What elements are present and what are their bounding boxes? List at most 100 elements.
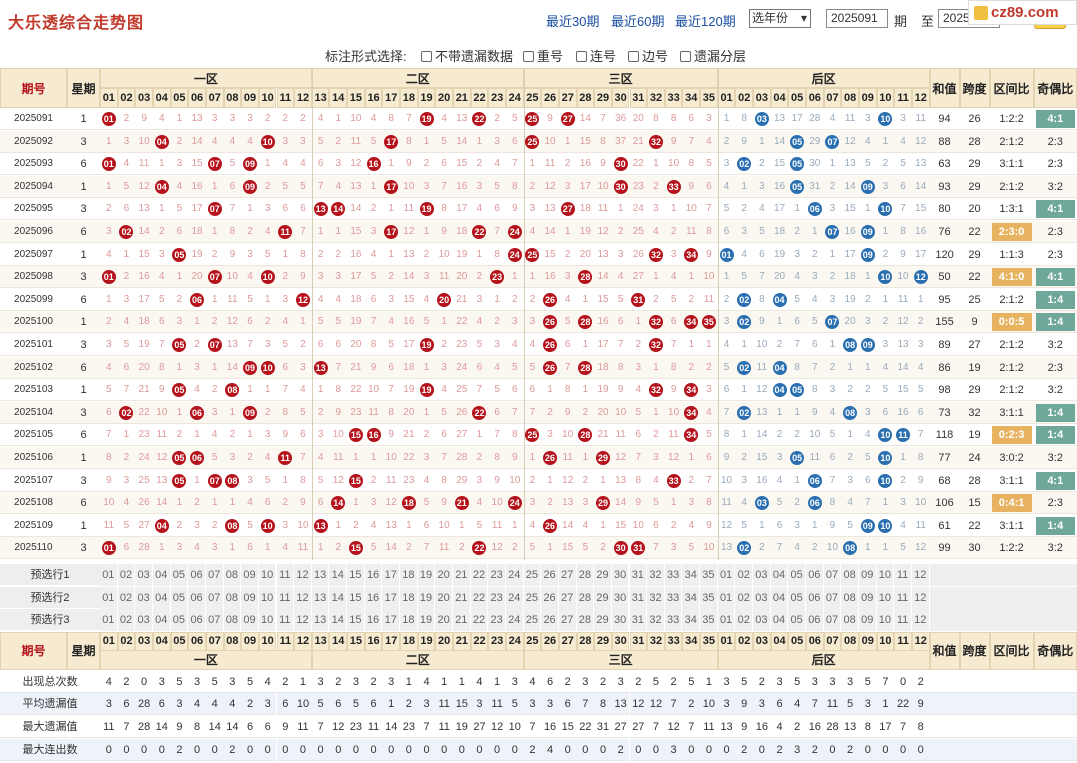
select-number[interactable]: 08: [223, 564, 242, 586]
option-layer[interactable]: 遗漏分层: [680, 46, 746, 65]
select-number[interactable]: 30: [611, 564, 630, 586]
select-number[interactable]: 04: [152, 564, 171, 586]
select-number[interactable]: 26: [541, 564, 559, 586]
select-number[interactable]: 16: [364, 564, 383, 586]
select-number[interactable]: 08: [223, 586, 242, 609]
select-number[interactable]: 25: [523, 564, 542, 586]
link-recent-120[interactable]: 最近120期: [675, 14, 736, 29]
select-number[interactable]: 07: [205, 586, 224, 609]
select-number[interactable]: 11: [276, 564, 295, 586]
select-number[interactable]: 03: [135, 564, 153, 586]
select-number[interactable]: 24: [505, 586, 524, 609]
select-number[interactable]: 11: [276, 609, 295, 632]
select-number[interactable]: 21: [453, 609, 471, 632]
select-number[interactable]: 29: [594, 609, 612, 632]
select-number[interactable]: 32: [647, 586, 665, 609]
select-number[interactable]: 32: [647, 564, 665, 586]
select-number[interactable]: 03: [753, 564, 771, 586]
select-number[interactable]: 08: [841, 564, 859, 586]
select-number[interactable]: 09: [241, 609, 259, 632]
select-number[interactable]: 20: [435, 564, 453, 586]
select-number[interactable]: 09: [241, 586, 259, 609]
select-number[interactable]: 23: [488, 564, 506, 586]
select-number[interactable]: 32: [647, 609, 665, 632]
select-number[interactable]: 25: [523, 609, 542, 632]
select-number[interactable]: 08: [223, 609, 242, 632]
select-number[interactable]: 17: [382, 609, 401, 632]
select-number[interactable]: 15: [347, 586, 365, 609]
select-number[interactable]: 29: [594, 586, 612, 609]
select-number[interactable]: 04: [770, 609, 789, 632]
checkbox-icon[interactable]: [680, 51, 691, 62]
select-number[interactable]: 12: [294, 609, 312, 632]
select-number[interactable]: 04: [152, 586, 171, 609]
select-number[interactable]: 03: [135, 586, 153, 609]
select-number[interactable]: 23: [488, 586, 506, 609]
link-recent-60[interactable]: 最近60期: [611, 14, 665, 29]
option-consecutive[interactable]: 连号: [576, 46, 616, 65]
select-number[interactable]: 05: [170, 586, 189, 609]
select-number[interactable]: 30: [611, 586, 630, 609]
select-number[interactable]: 10: [258, 586, 277, 609]
select-number[interactable]: 18: [400, 609, 418, 632]
select-number[interactable]: 12: [911, 564, 930, 586]
select-number[interactable]: 23: [488, 609, 506, 632]
select-number[interactable]: 06: [806, 609, 824, 632]
select-number[interactable]: 19: [417, 586, 436, 609]
select-number[interactable]: 02: [735, 564, 754, 586]
from-issue-input[interactable]: 2025091: [826, 9, 888, 28]
select-number[interactable]: 04: [770, 564, 789, 586]
select-number[interactable]: 06: [806, 564, 824, 586]
select-number[interactable]: 02: [117, 586, 136, 609]
select-number[interactable]: 03: [753, 586, 771, 609]
select-number[interactable]: 31: [629, 609, 648, 632]
select-number[interactable]: 34: [682, 586, 701, 609]
select-number[interactable]: 02: [117, 564, 136, 586]
select-number[interactable]: 29: [594, 564, 612, 586]
select-number[interactable]: 01: [100, 609, 118, 632]
select-number[interactable]: 34: [682, 609, 701, 632]
select-number[interactable]: 33: [664, 564, 683, 586]
select-number[interactable]: 28: [576, 609, 595, 632]
select-number[interactable]: 05: [788, 609, 806, 632]
select-number[interactable]: 14: [329, 586, 348, 609]
select-number[interactable]: 03: [135, 609, 153, 632]
select-number[interactable]: 33: [664, 609, 683, 632]
select-number[interactable]: 01: [100, 564, 118, 586]
select-number[interactable]: 10: [876, 564, 895, 586]
select-number[interactable]: 28: [576, 564, 595, 586]
select-number[interactable]: 11: [894, 586, 912, 609]
select-number[interactable]: 05: [170, 564, 189, 586]
select-number[interactable]: 21: [453, 586, 471, 609]
select-number[interactable]: 04: [770, 586, 789, 609]
select-number[interactable]: 05: [788, 586, 806, 609]
select-number[interactable]: 10: [876, 609, 895, 632]
select-number[interactable]: 10: [258, 564, 277, 586]
select-number[interactable]: 07: [823, 564, 842, 586]
select-number[interactable]: 07: [823, 609, 842, 632]
checkbox-icon[interactable]: [628, 51, 639, 62]
option-no-omission[interactable]: 不带遗漏数据: [421, 46, 513, 65]
select-number[interactable]: 12: [911, 609, 930, 632]
select-number[interactable]: 17: [382, 586, 401, 609]
select-number[interactable]: 16: [364, 609, 383, 632]
select-number[interactable]: 04: [152, 609, 171, 632]
select-number[interactable]: 18: [400, 586, 418, 609]
select-number[interactable]: 25: [523, 586, 542, 609]
select-number[interactable]: 12: [294, 586, 312, 609]
select-number[interactable]: 12: [911, 586, 930, 609]
select-number[interactable]: 17: [382, 564, 401, 586]
select-number[interactable]: 24: [505, 564, 524, 586]
select-number[interactable]: 19: [417, 609, 436, 632]
select-number[interactable]: 01: [717, 564, 736, 586]
select-number[interactable]: 13: [311, 564, 330, 586]
select-number[interactable]: 07: [205, 609, 224, 632]
select-number[interactable]: 05: [170, 609, 189, 632]
select-number[interactable]: 33: [664, 586, 683, 609]
select-number[interactable]: 16: [364, 586, 383, 609]
select-number[interactable]: 09: [858, 586, 877, 609]
option-edge[interactable]: 边号: [628, 46, 668, 65]
select-number[interactable]: 34: [682, 564, 701, 586]
select-number[interactable]: 22: [470, 609, 489, 632]
select-number[interactable]: 08: [841, 586, 859, 609]
